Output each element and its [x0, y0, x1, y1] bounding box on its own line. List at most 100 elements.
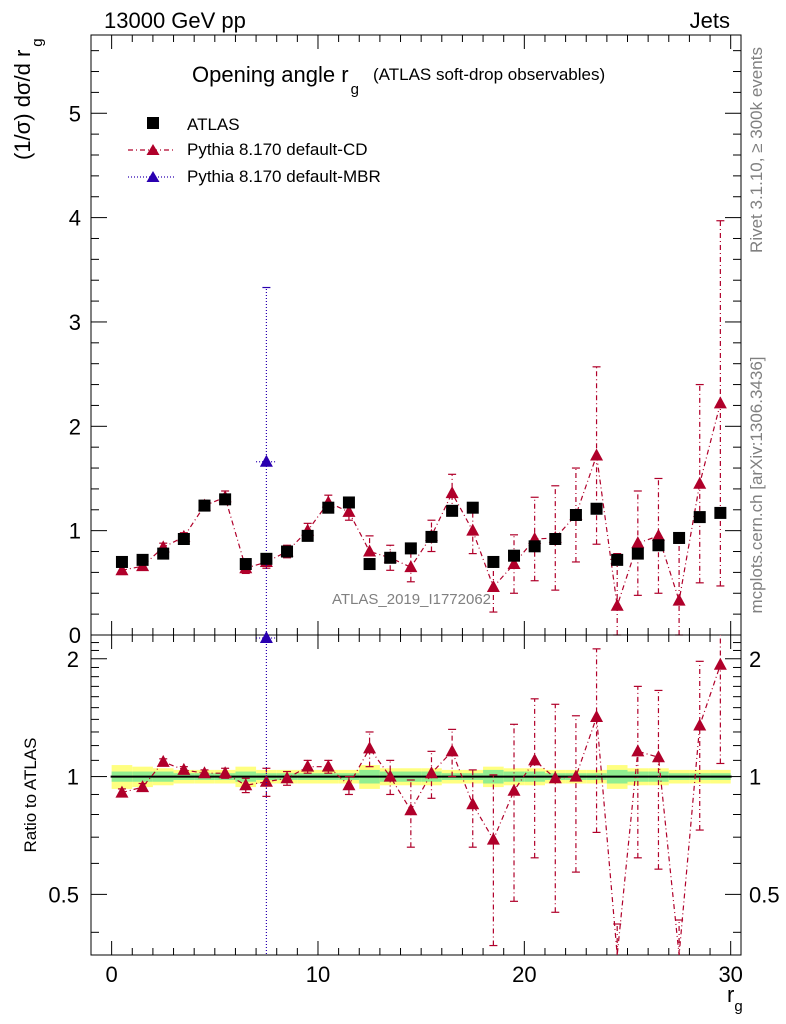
ratio-frame: [90, 634, 742, 956]
atlas-point: [549, 533, 562, 545]
xtick-label: 30: [718, 962, 742, 987]
atlas-point: [652, 539, 665, 552]
ratio-cd-point: [197, 766, 211, 779]
xtick-label: 10: [306, 962, 330, 987]
ratio-cd-point: [115, 785, 129, 798]
cd-point: [631, 536, 645, 549]
atlas-point: [136, 553, 149, 566]
atlas-point: [528, 540, 541, 553]
atlas-point: [569, 509, 582, 521]
mbr-point: [259, 454, 273, 467]
cd-point: [486, 580, 500, 592]
xtick-label: 20: [512, 962, 536, 987]
atlas-point: [425, 530, 438, 543]
atlas-point: [714, 506, 727, 519]
energy-label: 13000 GeV pp: [104, 8, 246, 33]
ratio-cd-point: [259, 774, 273, 787]
ratio-cd-line: [121, 664, 721, 956]
chart-title: Opening angle rg: [192, 62, 359, 98]
main-ytick-label: 4: [69, 206, 81, 231]
ratio-cd-point: [590, 709, 604, 722]
atlas-point: [446, 504, 459, 517]
analysis-watermark: ATLAS_2019_I1772062: [332, 591, 491, 608]
ratio-cd-point: [713, 657, 727, 670]
atlas-point: [260, 552, 273, 565]
chart-subtitle: (ATLAS soft-drop observables): [373, 65, 605, 84]
ratio-cd-point: [404, 803, 418, 816]
atlas-point: [322, 501, 335, 514]
ratio-cd-point: [569, 769, 583, 782]
ratio-cd-point: [507, 783, 521, 796]
main-ytick-label: 3: [69, 310, 81, 335]
cd-series-line: [121, 403, 721, 606]
cd-point: [693, 476, 707, 489]
atlas-point: [466, 501, 479, 514]
ratio-ytick-label: 0.5: [48, 882, 79, 907]
atlas-point: [508, 549, 521, 562]
legend-atlas-marker: [147, 117, 159, 129]
ratio-cd-point: [651, 750, 665, 763]
category-label: Jets: [690, 8, 730, 33]
atlas-point: [384, 551, 397, 564]
legend-mbr-label: Pythia 8.170 default-MBR: [187, 167, 381, 186]
atlas-point: [219, 493, 232, 506]
ratio-ytick-label: 2: [67, 647, 79, 672]
ratio-ylabel: Ratio to ATLAS: [21, 738, 40, 853]
main-ytick-label: 0: [69, 623, 81, 648]
atlas-point: [590, 502, 603, 515]
cd-point: [713, 396, 727, 409]
atlas-point: [301, 529, 314, 542]
ratio-ytick-label: 1: [67, 765, 79, 790]
cd-point: [507, 557, 521, 570]
ratio-cd-point: [363, 741, 377, 754]
ratio-cd-point: [424, 766, 438, 779]
ratio-cd-point: [548, 771, 562, 784]
ratio-cd-point: [301, 759, 315, 772]
main-ytick-label: 1: [69, 519, 81, 544]
legend-cd-marker: [146, 144, 160, 155]
ratio-cd-point: [631, 744, 645, 757]
atlas-point: [281, 545, 294, 558]
legend-atlas-label: ATLAS: [187, 115, 240, 134]
atlas-point: [157, 547, 170, 560]
ratio-cd-point: [321, 759, 335, 772]
ratio-cd-point: [342, 778, 356, 791]
ratio-ytick-label-right: 0.5: [749, 882, 780, 907]
atlas-point: [239, 558, 252, 571]
cd-point: [404, 560, 418, 573]
atlas-point: [631, 547, 644, 560]
atlas-point: [115, 555, 128, 568]
ratio-cd-point: [383, 769, 397, 782]
atlas-point: [611, 553, 624, 566]
ratio-cd-point: [466, 797, 480, 810]
rivet-label: Rivet 3.1.10, ≥ 300k events: [747, 47, 766, 253]
cd-point: [115, 563, 129, 576]
main-ytick-label: 2: [69, 414, 81, 439]
atlas-point: [342, 496, 355, 509]
cd-point: [590, 448, 604, 461]
atlas-point: [198, 499, 211, 512]
ratio-cd-point: [136, 780, 150, 793]
cd-point: [610, 598, 624, 611]
cd-point: [342, 504, 356, 517]
legend-cd-label: Pythia 8.170 default-CD: [187, 140, 368, 159]
cd-point: [445, 486, 459, 499]
xlabel: rg: [727, 982, 743, 1015]
ratio-cd-point: [693, 718, 707, 731]
atlas-point: [673, 531, 686, 544]
main-panel: 0 1 2 3 4 5: [69, 34, 742, 648]
ratio-ytick-label-right: 1: [749, 765, 761, 790]
ratio-ytick-label-right: 2: [749, 647, 761, 672]
ratio-cd-point: [445, 744, 459, 757]
cd-point: [466, 523, 480, 536]
ratio-panel: 0.5 0.51 12 20 10 20 30: [48, 630, 780, 987]
atlas-point: [404, 542, 417, 555]
cd-point: [672, 593, 686, 606]
cd-point: [651, 528, 665, 541]
ratio-cd-point: [528, 753, 542, 766]
mcplots-label: mcplots.cern.ch [arXiv:1306.3436]: [747, 356, 766, 613]
ratio-cd-point: [486, 832, 500, 845]
ratio-mbr-point: [259, 630, 273, 643]
ratio-cd-point: [156, 754, 170, 767]
